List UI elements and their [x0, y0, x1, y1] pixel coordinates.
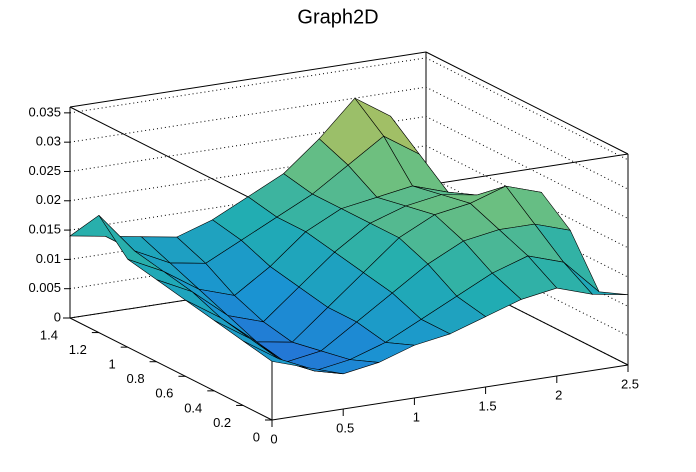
y-tick-label: 0.8 [126, 371, 144, 386]
surface-cell [242, 340, 308, 368]
z-tick-label: 0.01 [36, 251, 61, 266]
box-edge [425, 51, 629, 155]
z-tick-label: 0.005 [28, 280, 61, 295]
box-edge [69, 51, 427, 108]
grid-line [69, 145, 629, 249]
x-tick-label: 0 [270, 431, 277, 446]
x-axis [271, 364, 629, 421]
z-tick-label: 0.015 [28, 222, 61, 237]
x-tick-label: 0.5 [336, 420, 354, 435]
z-tick-label: 0.035 [28, 104, 61, 119]
z-tick-label: 0.025 [28, 163, 61, 178]
y-tick-label: 1.4 [40, 327, 58, 342]
y-tick-label: 0.2 [213, 415, 231, 430]
x-tick-label: 1.5 [479, 398, 497, 413]
z-tick-label: 0.02 [36, 192, 61, 207]
y-tick-label: 1 [108, 357, 115, 372]
x-tick-label: 2.5 [621, 376, 639, 391]
grid-line [69, 57, 629, 161]
z-tick-label: 0 [54, 309, 61, 324]
z-tick-label: 0.03 [36, 134, 61, 149]
grid-line [69, 115, 629, 219]
x-tick-label: 2 [555, 387, 562, 402]
chart-title: Graph2D [297, 6, 378, 28]
box-edge [69, 106, 273, 210]
y-tick-label: 0.4 [184, 400, 202, 415]
x-tick-label: 1 [413, 409, 420, 424]
y-axis [69, 317, 273, 421]
grid-line [69, 86, 629, 190]
y-tick-label: 0.6 [155, 386, 173, 401]
y-tick-label: 0 [253, 429, 260, 444]
y-tick-label: 1.2 [69, 342, 87, 357]
